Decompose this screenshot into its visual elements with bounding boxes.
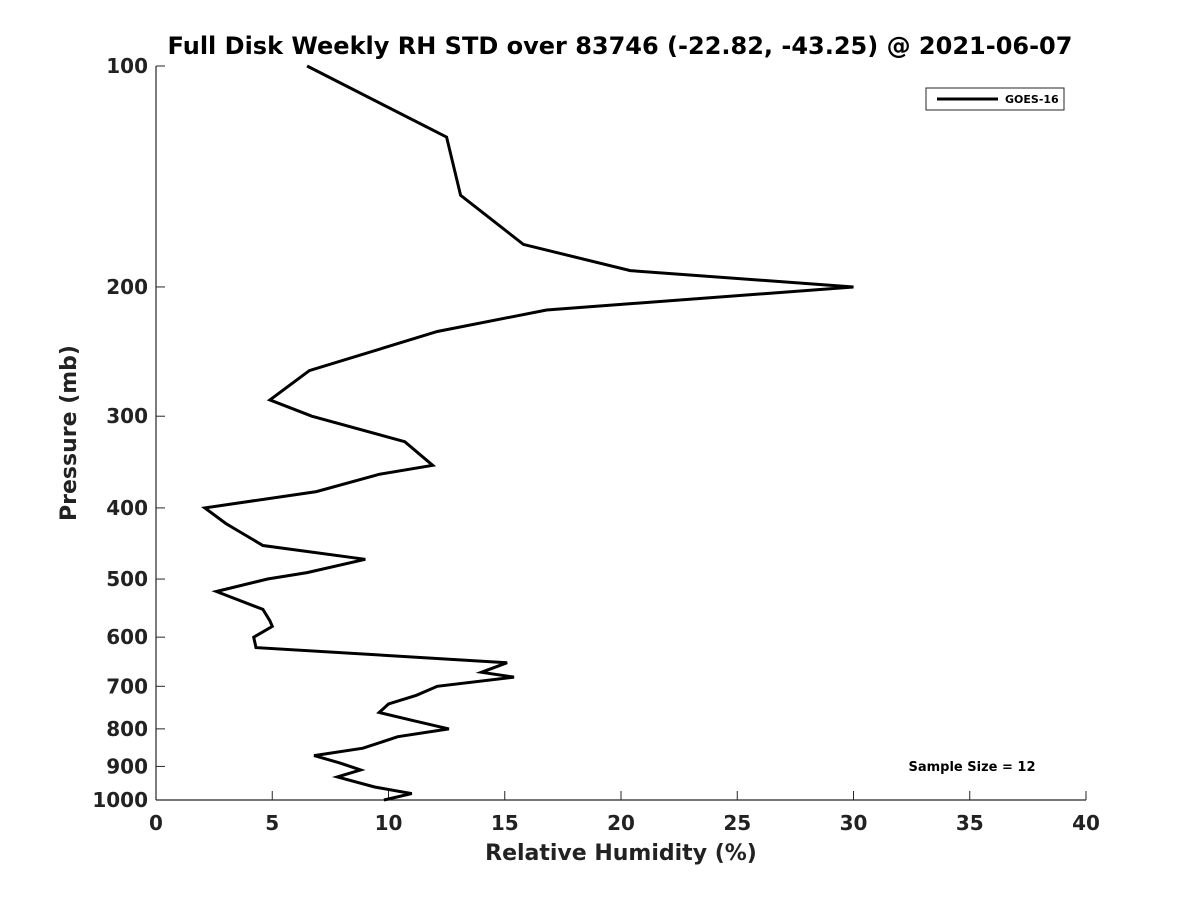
x-axis-label: Relative Humidity (%) [485,841,757,866]
y-axis-label: Pressure (mb) [57,345,82,521]
chart-title: Full Disk Weekly RH STD over 83746 (-22.… [168,32,1073,60]
series-line [200,64,854,802]
x-tick-label: 0 [149,811,163,835]
x-tick-label: 10 [375,811,403,835]
legend: GOES-16 [925,87,1065,111]
y-tick-label: 200 [106,275,148,299]
y-tick-label: 800 [106,717,148,741]
x-tick-label: 35 [956,811,984,835]
sample-size-annotation: Sample Size = 12 [908,760,1035,775]
x-tick-label: 30 [840,811,868,835]
y-tick-label: 700 [106,674,148,698]
y-tick-label: 500 [106,567,148,591]
y-tick-label: 600 [106,625,148,649]
y-tick-label: 900 [106,754,148,778]
y-tick-label: 1000 [92,788,148,812]
series-layer [200,64,854,802]
x-tick-label: 40 [1072,811,1100,835]
y-tick-label: 400 [106,496,148,520]
x-tick-label: 15 [491,811,519,835]
x-tick-label: 25 [723,811,751,835]
y-tick-label: 300 [106,404,148,428]
x-tick-label: 5 [265,811,279,835]
y-tick-label: 100 [106,54,148,78]
axes: 0 5 10 15 20 25 30 35 40 100 200 300 400 500 600 700 800… [92,54,1100,835]
legend-label: GOES-16 [1005,93,1059,106]
x-tick-label: 20 [607,811,635,835]
